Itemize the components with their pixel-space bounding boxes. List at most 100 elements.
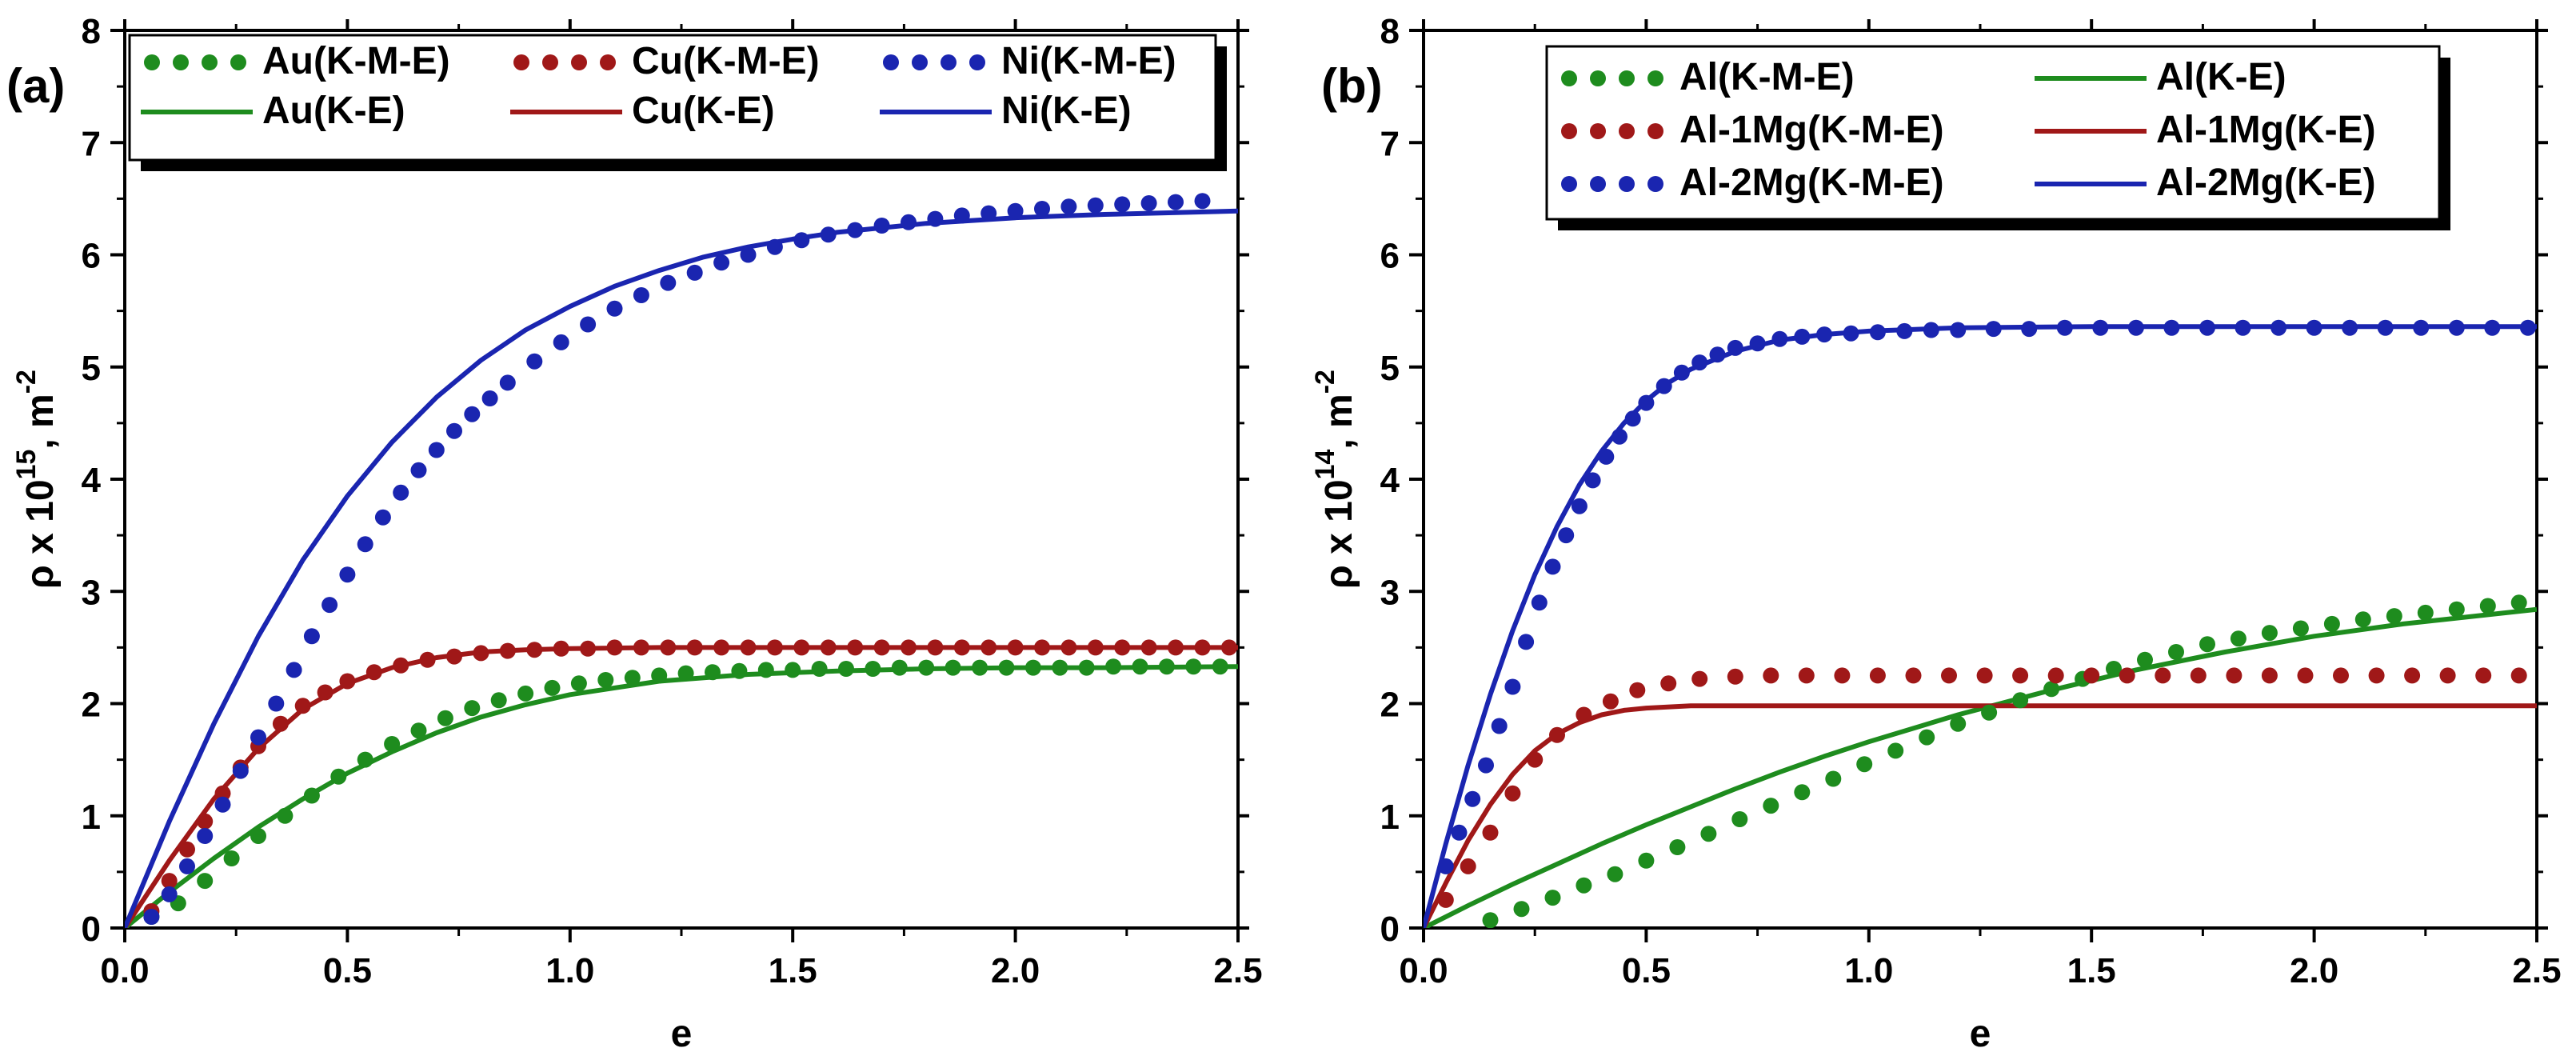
data-point [2226, 667, 2243, 684]
y-tick-label: 4 [82, 461, 102, 500]
data-point [1007, 639, 1024, 656]
data-point [793, 232, 810, 249]
data-point [2168, 644, 2184, 660]
data-point [918, 659, 935, 676]
data-point [980, 639, 997, 656]
data-point [2292, 620, 2309, 637]
legend-box [1545, 45, 2441, 221]
data-point [1825, 770, 1842, 787]
data-point [179, 841, 195, 858]
legend-entry-au-k-e: Au(K-E) [141, 90, 405, 132]
data-point [1856, 756, 1873, 773]
legend-marker-dot [600, 54, 616, 70]
data-point [2047, 667, 2064, 684]
data-point [1843, 325, 1859, 342]
data-point [1437, 858, 1454, 874]
data-point [1976, 667, 1993, 684]
data-point [393, 657, 409, 674]
data-point [873, 218, 890, 234]
data-point [1763, 667, 1779, 684]
data-point [2386, 608, 2402, 625]
data-point [2270, 319, 2287, 336]
data-point [2083, 667, 2100, 684]
y-tick-label: 5 [82, 349, 101, 388]
data-point [1437, 891, 1454, 908]
data-point [2043, 681, 2060, 698]
legend-marker-dot [1619, 123, 1635, 139]
data-point [1527, 751, 1544, 768]
data-point [1114, 196, 1131, 213]
y-tick-label: 7 [1380, 124, 1400, 163]
data-point [303, 628, 320, 645]
data-point [1598, 448, 1615, 465]
data-point [660, 274, 677, 291]
data-point [214, 796, 231, 813]
data-point [1629, 682, 1646, 698]
data-point [580, 640, 597, 657]
data-point [1185, 658, 1202, 675]
data-point [677, 665, 694, 682]
data-point [1544, 558, 1561, 575]
legend-entry-al-1mg-k-e: Al-1Mg(K-E) [2035, 109, 2376, 151]
data-point [2163, 319, 2180, 336]
data-point [197, 828, 214, 844]
y-tick-label: 1 [82, 798, 101, 837]
data-point [410, 722, 427, 739]
data-point [1194, 639, 1211, 656]
data-point [570, 675, 587, 692]
data-point [1558, 527, 1575, 544]
data-point [2297, 667, 2314, 684]
data-point [1749, 335, 1766, 352]
data-point [1460, 858, 1476, 874]
data-point [2448, 601, 2465, 618]
x-tick-label: 1.5 [769, 951, 817, 990]
x-tick-label: 0.5 [323, 951, 372, 990]
data-point [1491, 718, 1508, 734]
legend-marker-dot [1619, 176, 1635, 192]
data-point [2404, 667, 2421, 684]
data-point [553, 640, 569, 657]
y-tick-label: 3 [82, 573, 101, 612]
data-point [740, 246, 757, 263]
data-point [1584, 472, 1601, 489]
legend: Au(K-M-E) Cu(K-M-E) Ni(K-M-E) Au(K-E) Cu(K-E… [128, 34, 1227, 171]
series-line-ni-k-e [125, 208, 1238, 928]
data-point [179, 858, 195, 874]
data-point [272, 715, 289, 732]
legend-label: Al-1Mg(K-E) [2156, 109, 2376, 151]
data-point [633, 287, 649, 303]
legend-label: Al-1Mg(K-M-E) [1679, 109, 1944, 151]
legend-marker-dot [1590, 123, 1606, 139]
data-point [2475, 667, 2492, 684]
data-point [1727, 339, 1743, 356]
data-point [972, 659, 988, 676]
series-dots-cu-k-m-e [143, 639, 1237, 919]
data-point [1451, 824, 1468, 841]
data-point [1060, 639, 1077, 656]
data-point [1140, 639, 1157, 656]
data-point [374, 509, 391, 526]
legend-marker-dot [202, 54, 218, 70]
legend-entry-al-k-m-e: Al(K-M-E) [1561, 56, 1855, 98]
legend-marker-dot [1647, 70, 1663, 86]
data-point [161, 873, 178, 890]
data-point [785, 662, 801, 678]
series-line-au-k-e [125, 664, 1238, 928]
y-tick-label: 8 [82, 12, 101, 51]
data-point [2306, 319, 2322, 336]
data-point [473, 645, 489, 662]
y-tick-label: 2 [82, 686, 101, 725]
series-line-al-k-e [1424, 606, 2537, 928]
series-dots-al-1mg-k-m-e [1437, 667, 2527, 908]
legend-entry-cu-k-e: Cu(K-E) [510, 90, 775, 132]
data-point [953, 207, 970, 224]
data-point [1482, 824, 1499, 841]
data-point [2519, 319, 2536, 336]
legend-label: Cu(K-M-E) [632, 40, 820, 82]
data-point [393, 484, 409, 501]
data-point [526, 353, 543, 370]
data-point [410, 462, 427, 478]
data-point [250, 729, 266, 746]
data-point [901, 639, 917, 656]
y-tick-label: 2 [1380, 686, 1400, 725]
